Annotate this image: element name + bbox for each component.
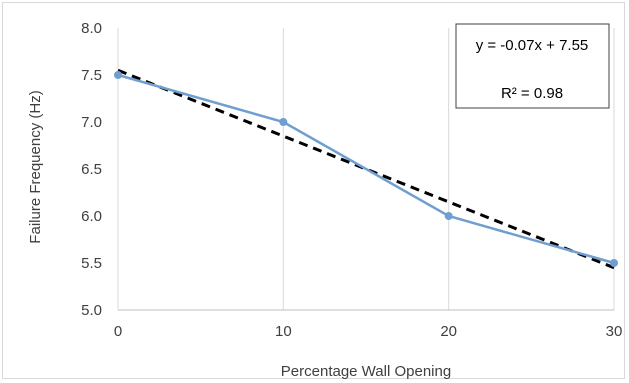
y-tick-label: 7.5	[81, 67, 102, 84]
x-tick-label: 30	[606, 323, 623, 340]
y-axis-title: Failure Frequency (Hz)	[27, 90, 44, 243]
data-point	[444, 212, 453, 220]
x-tick-label: 0	[114, 323, 122, 340]
y-tick-label: 6.5	[81, 161, 102, 178]
x-tick-label: 20	[440, 323, 457, 340]
data-point	[610, 259, 618, 267]
y-tick-label: 5.5	[81, 255, 102, 272]
trendline-equation: y = -0.07x + 7.55	[476, 37, 589, 54]
series-line	[117, 73, 615, 265]
equation-box	[455, 23, 610, 109]
y-tick-label: 8.0	[81, 20, 102, 37]
r-squared-label: R² = 0.98	[501, 85, 563, 102]
y-tick-label: 5.0	[81, 302, 102, 319]
y-tick-label: 7.0	[81, 114, 102, 131]
y-tick-labels: 5.0 5.5 6.0 6.5 7.0 7.5 8.0	[81, 20, 102, 319]
series-group	[114, 71, 618, 267]
x-tick-label: 10	[275, 323, 292, 340]
data-point	[279, 118, 288, 126]
x-axis-title: Percentage Wall Opening	[281, 363, 451, 380]
y-tick-label: 6.0	[81, 208, 102, 225]
data-point	[114, 71, 122, 79]
x-tick-labels: 0 10 20 30	[114, 323, 623, 340]
